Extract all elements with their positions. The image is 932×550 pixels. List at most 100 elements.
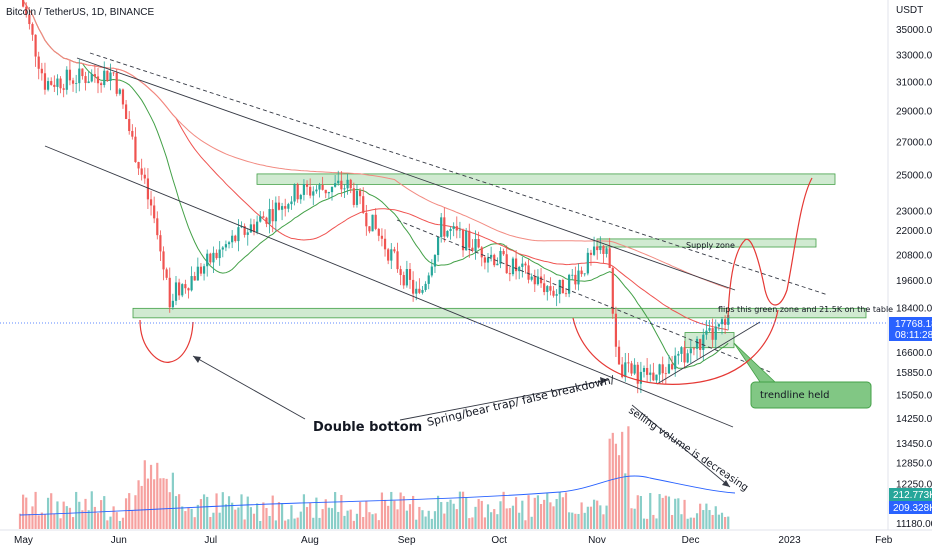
volume-bar [480, 500, 483, 529]
volume-bar [184, 511, 187, 529]
candle-body [140, 168, 143, 175]
volume-bar [621, 431, 624, 529]
candle-body [674, 355, 677, 370]
volume-bar [430, 518, 433, 529]
candle-body [383, 238, 387, 250]
volume-bar [56, 501, 59, 529]
volume-bar [71, 517, 75, 529]
volume-bar [352, 520, 355, 529]
volume-bar [340, 494, 343, 529]
candle-body [75, 83, 78, 84]
zone-rect [596, 238, 817, 248]
candle-body [215, 252, 218, 259]
candle-body [546, 286, 549, 293]
volume-bar [115, 512, 118, 529]
candle-body [536, 276, 540, 285]
volume-bar [296, 517, 299, 529]
candle-body [402, 275, 405, 286]
candle-body [639, 371, 642, 384]
volume-bar [383, 499, 387, 529]
candle-body [483, 257, 486, 263]
volume-bar [539, 504, 543, 529]
volume-bar [461, 491, 465, 529]
candle-body [349, 179, 352, 189]
volume-bar [65, 506, 68, 529]
volume-bar [137, 480, 140, 529]
volume-bar [68, 507, 72, 529]
volume-bar [193, 517, 196, 529]
candle-body [720, 319, 724, 325]
volume-bar [358, 501, 362, 529]
volume-bar [87, 510, 90, 529]
y-tick-label: 20800.000 [896, 250, 932, 261]
candle-body [649, 372, 652, 375]
volume-bar [365, 501, 368, 529]
volume-bar [293, 518, 296, 529]
candle-body [521, 263, 524, 267]
volume-bar [246, 496, 249, 529]
candle-body [274, 202, 277, 222]
candle-body [583, 273, 586, 275]
volume-bar [280, 503, 284, 529]
volume-bar [543, 499, 546, 529]
arrow-volume-line [631, 404, 731, 488]
volume-bar [617, 455, 621, 529]
volume-bar [337, 511, 340, 529]
candle-body [705, 330, 708, 335]
candle-body [530, 276, 533, 280]
volume-value-2: 209.328K [893, 503, 932, 514]
candle-body [695, 338, 699, 349]
volume-bar [399, 492, 402, 529]
candle-body [390, 249, 393, 261]
candle-body [527, 265, 530, 280]
volume-bar [299, 511, 302, 529]
candle-body [302, 184, 306, 195]
volume-bar [714, 506, 717, 529]
volume-bar [596, 500, 599, 529]
candle-body [337, 180, 340, 184]
y-tick-label: 29000.000 [896, 106, 932, 117]
volume-bar [536, 495, 540, 529]
volume-bar [561, 497, 564, 529]
x-tick-label: Jun [111, 535, 127, 546]
candle-body [268, 209, 271, 224]
candle-body [237, 227, 240, 242]
candle-body [418, 288, 421, 293]
candle-body [552, 290, 555, 296]
candle-body [78, 68, 81, 84]
candle-body [156, 218, 159, 236]
volume-bar [533, 497, 536, 529]
volume-bar [190, 508, 193, 529]
candle-body [605, 248, 608, 254]
volume-bar [380, 492, 384, 529]
volume-ma-line [19, 475, 736, 516]
chart-title: Bitcoin / TetherUS, 1D, BINANCE [6, 7, 155, 18]
volume-bar [546, 493, 549, 529]
candle-body [430, 266, 433, 276]
volume-bar [59, 518, 62, 529]
volume-bar [586, 506, 589, 529]
candle-body [318, 185, 321, 190]
candle-body [502, 250, 505, 255]
candle-body [56, 78, 59, 87]
volume-bar [446, 501, 449, 529]
candle-body [62, 88, 65, 90]
volume-bar [78, 501, 81, 529]
candle-body [405, 269, 408, 286]
candle-body [153, 205, 156, 219]
volume-bar [249, 507, 252, 529]
candle-body [168, 277, 171, 308]
projection-curve [727, 177, 813, 319]
volume-bar [393, 500, 396, 529]
volume-bar [330, 508, 334, 529]
volume-bar [468, 518, 471, 529]
y-tick-label: 31000.000 [896, 78, 932, 89]
volume-bar [574, 513, 577, 529]
candle-body [330, 186, 334, 193]
volume-bar [661, 497, 664, 529]
arrow-volume-head [722, 480, 730, 487]
volume-bar [315, 497, 318, 529]
volume-bar [702, 510, 705, 529]
volume-bar [149, 464, 153, 529]
